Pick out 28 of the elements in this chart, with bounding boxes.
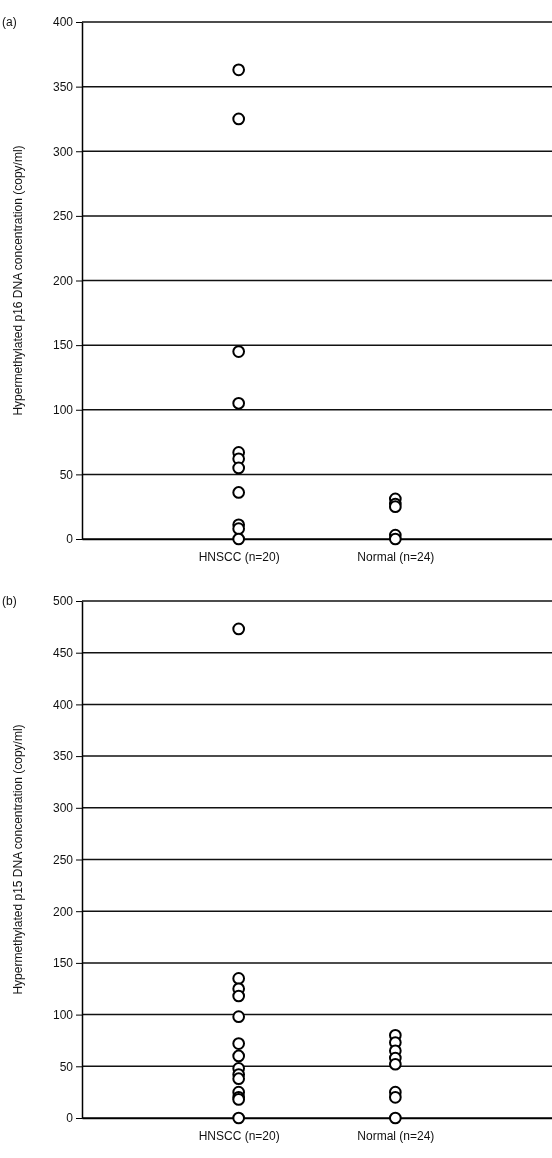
y-tick-label: 250 bbox=[52, 209, 74, 224]
y-tick-label: 150 bbox=[52, 338, 74, 353]
y-tick-label: 300 bbox=[52, 801, 74, 816]
y-tick-label: 100 bbox=[52, 1007, 74, 1022]
y-tick-label: 0 bbox=[66, 1111, 74, 1126]
y-tick-label: 350 bbox=[52, 79, 74, 94]
y-tick-label: 300 bbox=[52, 144, 74, 159]
y-tick-label: 200 bbox=[52, 273, 74, 288]
chart-title: (a) bbox=[2, 15, 17, 29]
x-tick-label: HNSCC (n=20) bbox=[198, 1129, 280, 1144]
x-tick-label: HNSCC (n=20) bbox=[198, 550, 280, 565]
y-tick-label: 100 bbox=[52, 403, 74, 418]
y-tick-label: 150 bbox=[52, 956, 74, 971]
y-tick-label: 200 bbox=[52, 904, 74, 919]
y-tick-label: 50 bbox=[59, 1059, 74, 1074]
y-axis-title: Hypermethylated p15 DNA concentration (copy/ml) bbox=[11, 724, 25, 995]
y-axis-title: Hypermethylated p16 DNA concentration (copy/ml) bbox=[11, 145, 25, 416]
chart-title: (b) bbox=[2, 594, 17, 608]
y-tick-label: 500 bbox=[52, 594, 74, 609]
y-tick-label: 250 bbox=[52, 852, 74, 867]
x-tick-label: Normal (n=24) bbox=[357, 550, 435, 565]
x-tick-label: Normal (n=24) bbox=[357, 1129, 435, 1144]
y-tick-label: 50 bbox=[59, 467, 74, 482]
y-tick-label: 0 bbox=[66, 532, 74, 547]
y-tick-label: 400 bbox=[52, 15, 74, 30]
y-tick-label: 400 bbox=[52, 697, 74, 712]
y-tick-label: 450 bbox=[52, 646, 74, 661]
y-tick-label: 350 bbox=[52, 749, 74, 764]
